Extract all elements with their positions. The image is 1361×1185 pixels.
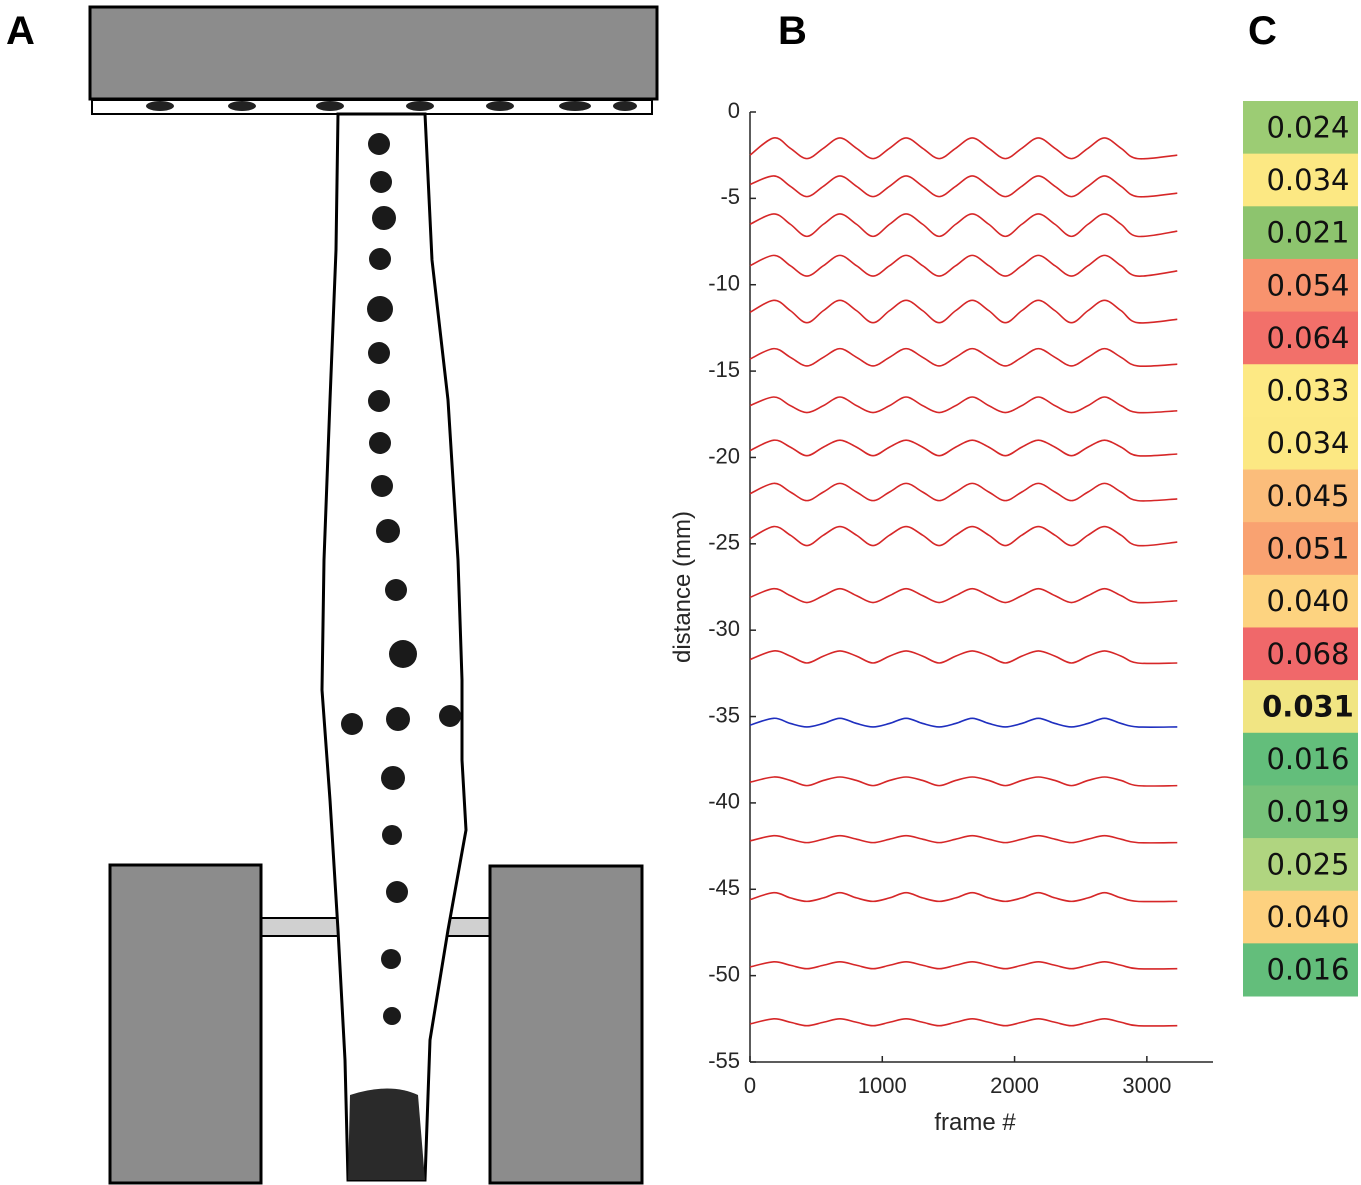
cell-value: 0.024 [1266, 110, 1349, 144]
table-cell [1243, 890, 1358, 944]
cell-value: 0.016 [1266, 953, 1349, 987]
panel-label: B [778, 9, 807, 53]
cell-value: 0.019 [1266, 795, 1349, 829]
table-cell [1243, 364, 1358, 418]
cell-value: 0.051 [1266, 532, 1349, 566]
table-cell [1243, 574, 1358, 628]
table-cell [1243, 627, 1358, 681]
trace [749, 175, 1178, 198]
y-tick-label: -40 [708, 789, 740, 814]
cell-value: 0.064 [1266, 321, 1349, 355]
table-cell [1243, 258, 1358, 313]
table-cell [1243, 206, 1358, 260]
trace [749, 396, 1178, 414]
table-cell [1243, 732, 1358, 786]
x-tick-label: 3000 [1122, 1073, 1171, 1098]
cell-value: 0.031 [1262, 689, 1354, 723]
cell-value: 0.034 [1266, 163, 1349, 197]
trace [749, 587, 1178, 604]
y-tick-label: -55 [708, 1048, 740, 1073]
trace [749, 482, 1178, 502]
cell-value: 0.016 [1266, 742, 1349, 776]
y-tick-label: -5 [720, 184, 740, 209]
y-tick-label: -15 [708, 357, 740, 382]
trace [749, 299, 1178, 324]
trace [749, 834, 1178, 844]
cell-value: 0.034 [1266, 426, 1349, 460]
x-axis-label: frame # [934, 1109, 1016, 1136]
cell-value: 0.068 [1266, 637, 1349, 671]
cell-value: 0.040 [1266, 900, 1349, 934]
table-cell [1243, 785, 1358, 839]
trace [749, 439, 1178, 457]
trace [749, 650, 1178, 665]
trace [749, 891, 1178, 903]
x-tick-label: 1000 [858, 1073, 907, 1098]
specimen-illustration [88, 5, 659, 1185]
trace [749, 525, 1178, 547]
trace [749, 254, 1178, 277]
cell-value: 0.040 [1266, 584, 1349, 618]
y-axis-label: distance (mm) [669, 511, 696, 663]
y-tick-label: -50 [708, 961, 740, 986]
table-cell [1243, 153, 1358, 207]
x-tick-label: 2000 [990, 1073, 1039, 1098]
table-cell [1243, 416, 1358, 471]
table-cell [1243, 101, 1358, 155]
table-cell [1243, 311, 1358, 365]
y-tick-label: -25 [708, 530, 740, 555]
y-tick-label: -35 [708, 702, 740, 727]
table-cell [1243, 838, 1358, 892]
cell-value: 0.021 [1266, 216, 1349, 250]
trace [749, 213, 1178, 238]
cell-value: 0.054 [1266, 268, 1349, 302]
table-cell [1243, 680, 1358, 734]
table-cell [1243, 469, 1358, 523]
table-cell [1243, 522, 1358, 576]
trace [749, 347, 1178, 367]
trace [749, 137, 1178, 160]
cell-value: 0.033 [1266, 374, 1349, 408]
x-tick-label: 0 [744, 1073, 756, 1098]
y-tick-label: -45 [708, 875, 740, 900]
y-tick-label: -10 [708, 271, 740, 296]
panel-label: C [1248, 9, 1277, 53]
y-tick-label: 0 [728, 98, 740, 123]
panel-label: A [6, 9, 35, 53]
cell-value: 0.025 [1266, 847, 1349, 881]
trace [749, 1018, 1178, 1027]
table-cell [1243, 943, 1358, 997]
y-tick-label: -20 [708, 443, 740, 468]
trace [749, 717, 1178, 728]
cell-value: 0.045 [1266, 479, 1349, 513]
y-tick-label: -30 [708, 616, 740, 641]
trace [749, 961, 1178, 970]
trace [749, 776, 1178, 787]
